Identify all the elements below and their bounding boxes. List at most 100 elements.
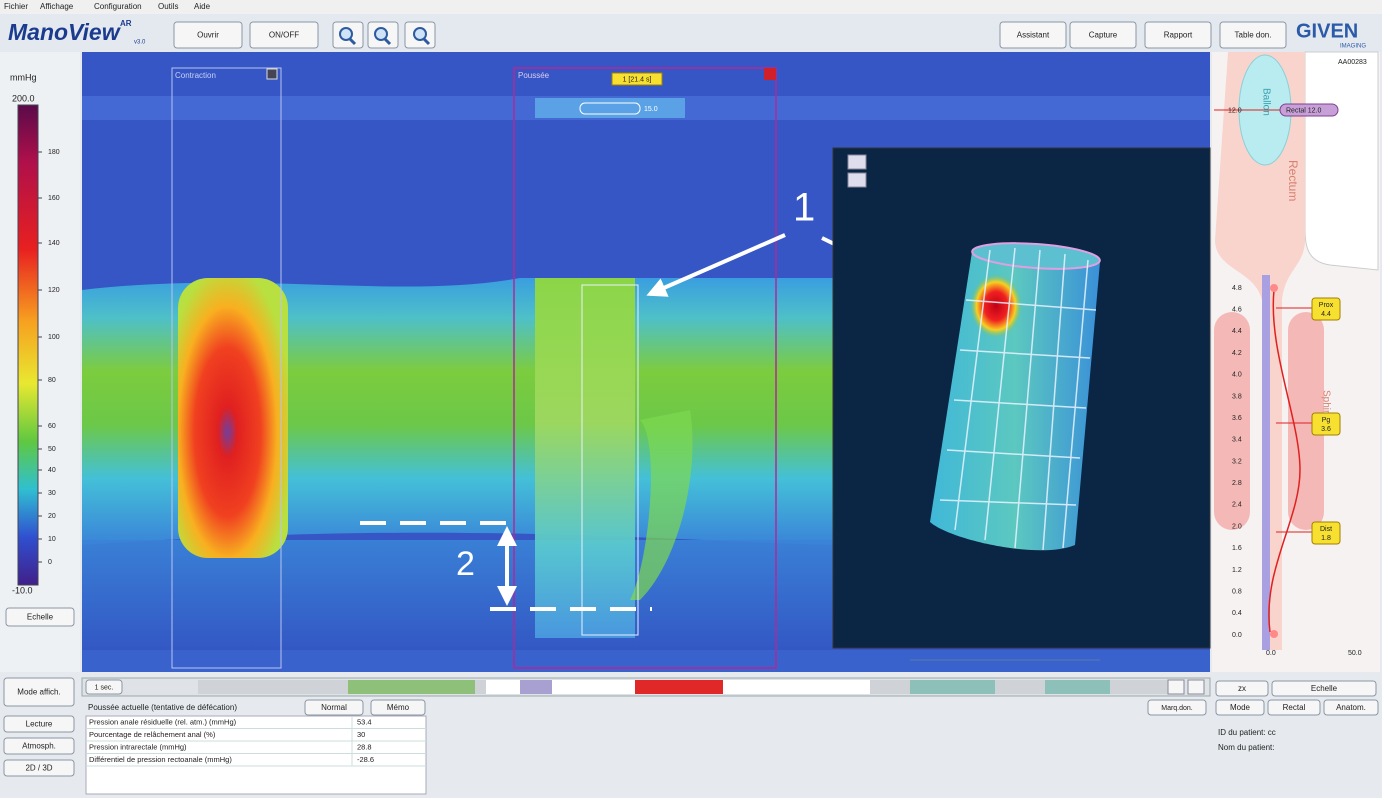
- side-button[interactable]: Lecture: [3, 715, 75, 733]
- scale-unit: mmHg: [10, 72, 37, 82]
- scale-tick-label: 100: [48, 334, 60, 341]
- menu-item[interactable]: Affichage: [40, 2, 74, 11]
- toolbar-button[interactable]: Table don.: [1219, 21, 1287, 49]
- timeline[interactable]: [81, 677, 1211, 697]
- rectal-label: Rectal 12.0: [1286, 107, 1322, 114]
- scale-max: 200.0: [12, 93, 35, 103]
- anatomy-panel: [1212, 51, 1380, 672]
- position-label: 4.6: [1232, 307, 1242, 314]
- button-face: [999, 21, 1067, 49]
- sensor-tag: [1311, 521, 1341, 545]
- control-button[interactable]: Mode: [1215, 699, 1265, 716]
- table-button[interactable]: Normal: [304, 699, 364, 716]
- side-button[interactable]: 2D / 3D: [3, 759, 75, 777]
- timeline-button[interactable]: 1 sec.: [85, 679, 123, 695]
- toolbar-button[interactable]: ON/OFF: [249, 21, 319, 49]
- annotation-label: 2: [456, 545, 475, 583]
- analysis-box: [581, 284, 639, 636]
- button-label: Ouvrir: [197, 31, 219, 40]
- side-button[interactable]: Atmosph.: [3, 737, 75, 755]
- toolbar-button[interactable]: Rapport: [1144, 21, 1212, 49]
- scale-tick-label: 60: [48, 423, 56, 430]
- region-label: Contraction: [175, 71, 216, 80]
- sensor-tag-name: Prox: [1319, 302, 1334, 309]
- rectal-position: 12.0: [1228, 107, 1242, 114]
- toolbar-button[interactable]: Capture: [1069, 21, 1137, 49]
- scale-button[interactable]: Echelle: [5, 607, 75, 627]
- control-button[interactable]: Anatom.: [1323, 699, 1379, 716]
- row-value: 53.4: [357, 717, 372, 726]
- button-face: [3, 737, 75, 755]
- zoom-in[interactable]: [332, 21, 364, 49]
- button-face: [3, 759, 75, 777]
- button-label: Mode: [1230, 703, 1251, 712]
- control-button[interactable]: Echelle: [1271, 680, 1377, 697]
- brand: GIVEN: [1296, 20, 1358, 42]
- button-face: [85, 679, 123, 695]
- button-label: Normal: [321, 703, 347, 712]
- region-close[interactable]: [764, 68, 776, 80]
- marker-capsule: [579, 102, 641, 115]
- position-label: 4.0: [1232, 372, 1242, 379]
- menu-item[interactable]: Fichier: [4, 2, 28, 11]
- anatomy-label: Sphincter: [1320, 390, 1331, 433]
- scale-tick-label: 40: [48, 467, 56, 474]
- menu-item[interactable]: Aide: [194, 2, 211, 11]
- button-label: Echelle: [1311, 684, 1338, 693]
- zoom-fit[interactable]: [404, 21, 436, 49]
- position-label: 3.2: [1232, 458, 1242, 465]
- menu-item[interactable]: Configuration: [94, 2, 142, 11]
- side-button[interactable]: Mode affich.: [3, 677, 75, 707]
- button-face: [1215, 680, 1269, 697]
- sensor-tag: [1311, 297, 1341, 321]
- left-panel: [0, 52, 80, 672]
- control-button[interactable]: zx: [1215, 680, 1269, 697]
- brand-sub: IMAGING: [1340, 44, 1366, 50]
- button-label: Lecture: [26, 720, 53, 729]
- button-face: [1215, 699, 1265, 716]
- button-label: zx: [1238, 684, 1246, 693]
- region-label: Poussée: [518, 71, 550, 80]
- anatomy-label: Rectum: [1286, 160, 1300, 201]
- position-label: 0.4: [1232, 610, 1242, 617]
- button-face: [370, 699, 426, 716]
- position-label: 2.4: [1232, 502, 1242, 509]
- button-label: Marq.don.: [1161, 705, 1193, 712]
- scale-tick-label: 20: [48, 513, 56, 520]
- position-label: 4.4: [1232, 328, 1242, 335]
- region-close[interactable]: [266, 68, 278, 80]
- table-button[interactable]: Mémo: [370, 699, 426, 716]
- annotation-label: 1: [793, 186, 815, 230]
- toolbar-button[interactable]: Assistant: [999, 21, 1067, 49]
- button-face: [1323, 699, 1379, 716]
- zoom-out[interactable]: [367, 21, 399, 49]
- button-label: 1 sec.: [95, 684, 114, 691]
- position-label: 3.8: [1232, 393, 1242, 400]
- menu-item[interactable]: Outils: [158, 2, 178, 11]
- button-face: [3, 715, 75, 733]
- button-face: [5, 607, 75, 627]
- button-label: Mémo: [387, 703, 410, 712]
- row-value: -28.6: [357, 755, 374, 764]
- scale-tick-label: 80: [48, 377, 56, 384]
- button-label: Mode affich.: [17, 688, 60, 697]
- button-face: [249, 21, 319, 49]
- control-button[interactable]: Rectal: [1267, 699, 1321, 716]
- marker-button[interactable]: Marq.don.: [1147, 699, 1207, 716]
- button-face: [173, 21, 243, 49]
- sensor-tag-name: Pg: [1322, 417, 1331, 424]
- view-3d: [832, 147, 1211, 661]
- scale-tick-label: 30: [48, 490, 56, 497]
- row-value: 28.8: [357, 742, 372, 751]
- position-label: 1.6: [1232, 545, 1242, 552]
- toolbar-button[interactable]: Ouvrir: [173, 21, 243, 49]
- sensor-tag-value: 1.8: [1321, 535, 1331, 542]
- button-face: [304, 699, 364, 716]
- marker-label: 1 [21.4 s]: [623, 76, 652, 83]
- patient-id: ID du patient: cc: [1218, 728, 1276, 737]
- row-value: 30: [357, 730, 365, 739]
- marker-tag: [611, 72, 663, 86]
- position-label: 3.6: [1232, 415, 1242, 422]
- button-label: Capture: [1089, 31, 1118, 40]
